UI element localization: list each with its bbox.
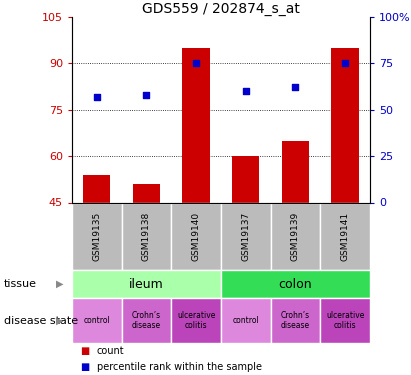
Bar <box>320 202 370 270</box>
Text: Crohn’s
disease: Crohn’s disease <box>281 311 310 330</box>
Text: GSM19139: GSM19139 <box>291 211 300 261</box>
Bar <box>221 298 270 343</box>
Bar <box>221 202 270 270</box>
Point <box>342 60 349 66</box>
Point <box>193 60 199 66</box>
Bar <box>282 141 309 202</box>
Text: ▶: ▶ <box>56 279 63 289</box>
Bar <box>320 298 370 343</box>
Text: ulcerative
colitis: ulcerative colitis <box>326 311 364 330</box>
Point <box>93 94 100 100</box>
Text: percentile rank within the sample: percentile rank within the sample <box>97 362 261 372</box>
Title: GDS559 / 202874_s_at: GDS559 / 202874_s_at <box>142 2 300 16</box>
Bar <box>133 184 160 203</box>
Bar <box>331 48 359 202</box>
Text: GSM19141: GSM19141 <box>341 211 350 261</box>
Bar <box>232 156 259 203</box>
Bar <box>72 270 221 298</box>
Text: GSM19138: GSM19138 <box>142 211 151 261</box>
Point <box>143 92 150 98</box>
Text: control: control <box>83 316 110 325</box>
Bar <box>83 175 111 202</box>
Bar <box>182 48 210 202</box>
Text: colon: colon <box>279 278 312 291</box>
Text: Crohn’s
disease: Crohn’s disease <box>132 311 161 330</box>
Text: ulcerative
colitis: ulcerative colitis <box>177 311 215 330</box>
Text: ■: ■ <box>80 346 90 356</box>
Text: tissue: tissue <box>4 279 37 289</box>
Text: control: control <box>232 316 259 325</box>
Bar <box>171 202 221 270</box>
Bar <box>122 298 171 343</box>
Bar <box>270 202 320 270</box>
Text: ▶: ▶ <box>56 316 63 326</box>
Text: ileum: ileum <box>129 278 164 291</box>
Text: ■: ■ <box>80 362 90 372</box>
Bar <box>72 298 122 343</box>
Text: count: count <box>97 346 124 356</box>
Text: disease state: disease state <box>4 316 78 326</box>
Bar <box>221 270 370 298</box>
Bar <box>72 202 122 270</box>
Text: GSM19135: GSM19135 <box>92 211 101 261</box>
Point <box>242 88 249 94</box>
Bar <box>171 298 221 343</box>
Text: GSM19140: GSM19140 <box>192 211 201 261</box>
Bar <box>270 298 320 343</box>
Point <box>292 84 299 90</box>
Text: GSM19137: GSM19137 <box>241 211 250 261</box>
Bar <box>122 202 171 270</box>
